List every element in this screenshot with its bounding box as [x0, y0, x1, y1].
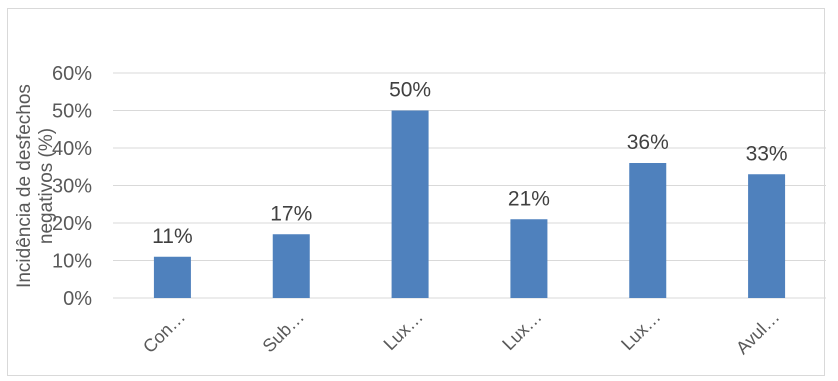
bar: [748, 174, 786, 298]
x-category-label: Sub…: [259, 307, 309, 357]
bar: [272, 234, 310, 298]
y-tick-label: 20%: [52, 213, 92, 235]
bar: [153, 256, 191, 298]
y-axis-title-line: negativos (%): [36, 128, 57, 244]
data-labels: 11% 17% 50% 21% 36% 33%: [152, 79, 787, 248]
y-tick-label: 50%: [52, 101, 92, 123]
y-tick-label: 60%: [52, 63, 92, 85]
data-label: 50%: [389, 79, 431, 102]
data-label: 36%: [627, 131, 669, 154]
y-tick-label: 10%: [52, 251, 92, 273]
x-category-label: Lux…: [498, 307, 545, 354]
bars: [153, 110, 786, 298]
data-label: 33%: [746, 142, 788, 165]
x-category-label: Con…: [139, 307, 189, 357]
y-axis-title: Incidência de desfechos negativos (%): [14, 84, 57, 288]
x-axis-categories: Con… Sub… Lux… Lux… Lux… Avul…: [139, 307, 783, 358]
y-axis-ticks: 0% 10% 20% 30% 40% 50% 60%: [52, 63, 92, 310]
x-category-label: Lux…: [380, 307, 427, 354]
y-tick-label: 0%: [63, 288, 92, 310]
bar: [629, 163, 667, 298]
bar: [510, 219, 548, 298]
x-category-label: Avul…: [732, 307, 783, 358]
y-tick-label: 30%: [52, 176, 92, 198]
x-category-label: Lux…: [617, 307, 664, 354]
bar: [391, 110, 429, 298]
data-label: 11%: [152, 225, 192, 248]
y-axis-title-line: Incidência de desfechos: [14, 84, 35, 288]
data-label: 21%: [508, 187, 550, 210]
gridlines: [113, 72, 826, 299]
data-label: 17%: [270, 202, 312, 225]
y-tick-label: 40%: [52, 138, 92, 160]
